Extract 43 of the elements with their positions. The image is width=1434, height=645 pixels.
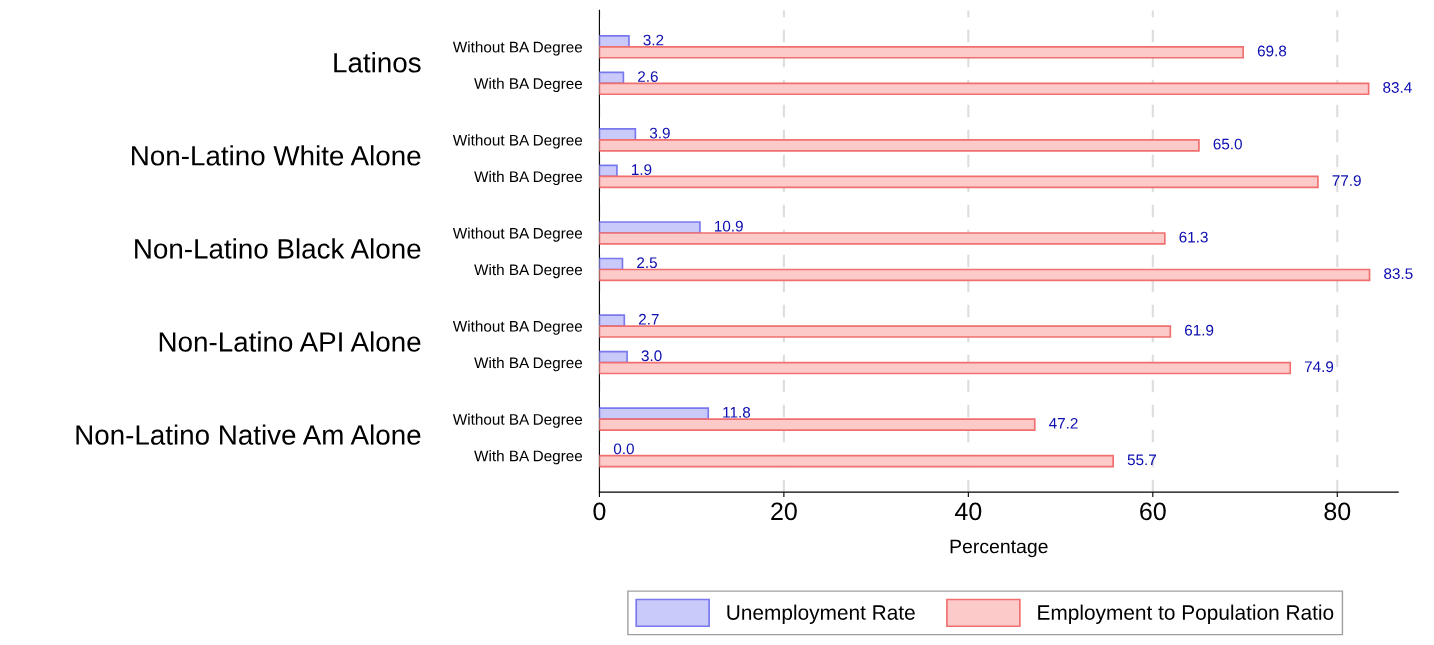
data-label: 1.9	[631, 164, 652, 176]
text: Non-Latino White Alone	[132, 145, 421, 166]
text: Non-Latino Native Am Alone	[76, 424, 421, 445]
y-tick-label: Without BA Degree	[452, 413, 583, 428]
text: Latinos	[334, 52, 421, 73]
x-tick-label: 60	[1140, 502, 1166, 521]
data-label: 83.5	[1384, 268, 1413, 280]
x-axis-title: Percentage	[950, 539, 1048, 558]
data-label: 55.7	[1127, 454, 1157, 466]
x-tick-label: 0	[593, 502, 606, 521]
text: Non-Latino API Alone	[159, 331, 421, 352]
data-label: 10.9	[715, 220, 743, 232]
data-label: 69.8	[1257, 45, 1287, 57]
y-tick-label: Without BA Degree	[452, 320, 583, 335]
data-label: 3.9	[649, 127, 670, 139]
y-tick-label: Without BA Degree	[452, 227, 583, 242]
data-label: 61.3	[1179, 231, 1208, 243]
data-label: 47.2	[1048, 417, 1078, 429]
x-tick-label: 40	[955, 502, 982, 521]
y-tick-label: Without BA Degree	[452, 134, 583, 149]
data-label: 2.7	[638, 313, 659, 325]
y-tick-label: With BA Degree	[474, 170, 583, 186]
data-label: 0.0	[613, 443, 634, 455]
text: Non-Latino Black Alone	[135, 238, 421, 259]
data-label: 3.2	[643, 34, 664, 46]
data-label: 65.0	[1213, 138, 1242, 150]
legend-label: Employment to Population Ratio	[1038, 604, 1334, 625]
y-tick-label: Without BA Degree	[452, 41, 583, 56]
y-tick-label: With BA Degree	[474, 263, 583, 279]
data-label: 61.9	[1185, 324, 1214, 336]
data-label: 3.0	[641, 350, 662, 362]
data-label: 77.9	[1332, 175, 1361, 186]
data-label: 11.8	[723, 406, 751, 418]
y-tick-label: With BA Degree	[474, 450, 583, 465]
y-tick-label: With BA Degree	[474, 357, 583, 372]
data-label: 74.9	[1304, 361, 1334, 373]
x-tick-label: 20	[771, 502, 797, 521]
y-tick-label: With BA Degree	[474, 77, 583, 93]
legend-label: Unemployment Rate	[727, 604, 915, 625]
x-tick-label: 80	[1324, 502, 1351, 521]
data-label: 2.6	[638, 71, 658, 82]
data-label: 2.5	[637, 257, 657, 269]
data-label: 83.4	[1383, 82, 1412, 93]
